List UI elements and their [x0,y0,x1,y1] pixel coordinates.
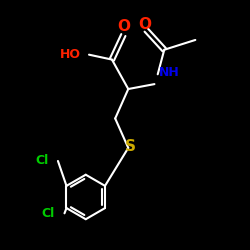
Text: NH: NH [159,66,180,79]
Text: O: O [117,19,130,34]
Text: O: O [138,17,151,32]
Text: Cl: Cl [42,207,55,220]
Text: HO: HO [60,48,81,61]
Text: S: S [124,139,136,154]
Text: Cl: Cl [35,154,48,168]
